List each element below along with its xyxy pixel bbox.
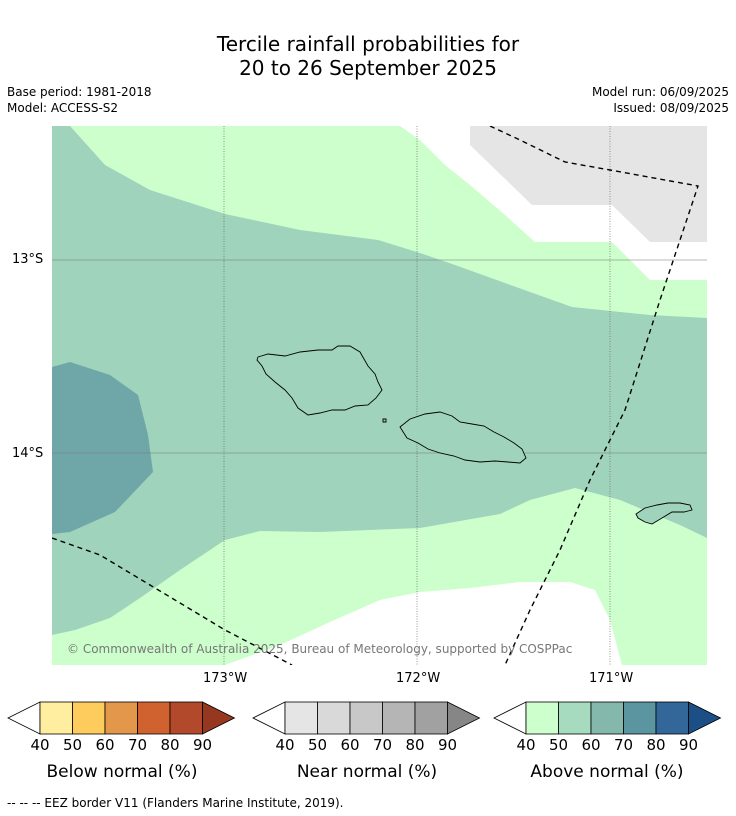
upolu-island xyxy=(399,411,527,464)
eez-footnote: -- -- -- EEZ border V11 (Flanders Marine… xyxy=(7,796,344,810)
legend-above-tick: 90 xyxy=(678,736,699,754)
issued-date: Issued: 08/09/2025 xyxy=(613,101,729,115)
base-period: Base period: 1981-2018 xyxy=(7,85,152,99)
legend-near-tick: 70 xyxy=(372,736,393,754)
legend-below-tick: 50 xyxy=(62,736,83,754)
legend-above-swatch xyxy=(655,701,689,735)
legend-below-swatch xyxy=(169,701,203,735)
legend-near-swatch xyxy=(414,701,448,735)
legend-bar-above xyxy=(493,701,722,735)
above-50-region xyxy=(52,126,707,635)
legend-above-tick: 50 xyxy=(548,736,569,754)
legend-near-swatch xyxy=(382,701,416,735)
legend-near-tick: 90 xyxy=(437,736,458,754)
legend-above-swatch xyxy=(525,701,559,735)
legend-below-tick: 40 xyxy=(30,736,50,754)
legend-below-tick: 80 xyxy=(160,736,180,754)
legend-above-tick: 60 xyxy=(581,736,601,754)
model-run: Model run: 06/09/2025 xyxy=(591,85,729,99)
legend-above-tick: 40 xyxy=(516,736,536,754)
legend-above-min-arrow xyxy=(493,701,527,735)
map-area xyxy=(52,126,707,665)
lat-label-13s: 13°S xyxy=(12,252,44,267)
legend-above-max-arrow xyxy=(688,701,722,735)
gridlines xyxy=(52,126,707,665)
savaii-island xyxy=(256,345,383,416)
legend-near-swatch xyxy=(349,701,383,735)
legend-below-tick: 90 xyxy=(192,736,213,754)
above-60-region xyxy=(52,362,153,534)
legend-near-tick: 60 xyxy=(340,736,360,754)
legend-near-tick: 40 xyxy=(275,736,295,754)
legend-near-swatch xyxy=(284,701,318,735)
islands xyxy=(256,345,693,525)
legend-near-tick: 80 xyxy=(405,736,425,754)
legend-below-swatch xyxy=(137,701,171,735)
legend-below-tick: 70 xyxy=(127,736,148,754)
legend-bar-near xyxy=(252,701,481,735)
legend-above-swatch xyxy=(558,701,592,735)
legend-above-swatch xyxy=(590,701,624,735)
legend-near-min-arrow xyxy=(252,701,286,735)
legend-below-label: Below normal (%) xyxy=(46,762,198,782)
lat-label-14s: 14°S xyxy=(12,446,44,461)
eez-border xyxy=(52,126,699,665)
legend-near-swatch xyxy=(317,701,351,735)
legend-below-swatch xyxy=(104,701,138,735)
legend-near-label: Near normal (%) xyxy=(296,762,438,782)
legends xyxy=(7,701,722,735)
title-line-2: 20 to 26 September 2025 xyxy=(239,56,497,80)
lon-label-171w: 171°W xyxy=(589,671,634,686)
legend-near-max-arrow xyxy=(447,701,481,735)
legend-bar-below xyxy=(7,701,236,735)
title-line-1: Tercile rainfall probabilities for xyxy=(216,32,520,56)
lon-label-173w: 173°W xyxy=(203,671,248,686)
legend-above-tick: 80 xyxy=(646,736,666,754)
tutuila-island xyxy=(635,502,693,525)
manono-island xyxy=(382,418,387,423)
legend-above-swatch xyxy=(623,701,657,735)
legend-below-min-arrow xyxy=(7,701,41,735)
legend-below-swatch xyxy=(72,701,106,735)
lon-label-172w: 172°W xyxy=(396,671,441,686)
model-name: Model: ACCESS-S2 xyxy=(7,101,119,115)
copyright-text: © Commonwealth of Australia 2025, Bureau… xyxy=(67,642,572,656)
legend-below-max-arrow xyxy=(202,701,236,735)
legend-above-tick: 70 xyxy=(613,736,634,754)
legend-below-swatch xyxy=(39,701,73,735)
legend-above-label: Above normal (%) xyxy=(530,762,684,782)
legend-below-tick: 60 xyxy=(95,736,115,754)
near-40-region xyxy=(470,126,707,242)
legend-near-tick: 50 xyxy=(307,736,328,754)
